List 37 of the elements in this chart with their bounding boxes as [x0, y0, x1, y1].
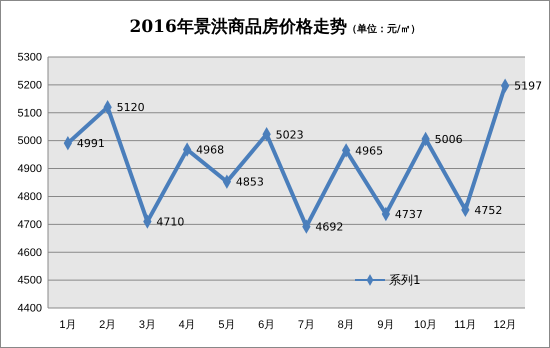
data-label: 5197 [514, 80, 542, 93]
x-tick-label: 12月 [494, 318, 517, 331]
data-label: 4752 [474, 204, 502, 217]
data-label: 4853 [236, 176, 264, 189]
data-label: 4692 [315, 220, 344, 234]
x-tick-label: 1月 [59, 318, 76, 331]
y-tick-label: 4400 [18, 302, 42, 315]
x-tick-label: 11月 [454, 318, 477, 331]
chart-title: 2016年景洪商品房价格走势 [130, 17, 347, 37]
x-tick-label: 10月 [414, 318, 438, 331]
data-label: 4710 [156, 216, 184, 229]
x-tick-label: 6月 [258, 318, 276, 331]
y-tick-label: 4500 [18, 274, 42, 287]
data-label: 5120 [116, 101, 145, 114]
data-label: 5006 [434, 132, 463, 146]
y-tick-label: 5000 [18, 135, 42, 148]
chart-subtitle: （单位：元/㎡） [346, 23, 420, 35]
x-tick-label: 9月 [377, 318, 394, 331]
y-tick-label: 5200 [18, 79, 42, 92]
data-label: 5023 [276, 128, 304, 142]
y-tick-label: 4800 [18, 190, 42, 203]
data-label: 4991 [76, 137, 105, 150]
x-tick-label: 8月 [338, 318, 355, 331]
y-tick-label: 4700 [18, 218, 42, 231]
y-tick-label: 4600 [18, 246, 42, 259]
y-tick-label: 5300 [18, 52, 42, 64]
x-tick-label: 5月 [218, 318, 236, 331]
x-tick-label: 3月 [138, 318, 156, 331]
y-tick-label: 5100 [18, 107, 42, 120]
y-tick-label: 4900 [18, 163, 42, 176]
data-label: 4968 [196, 144, 224, 157]
x-tick-label: 4月 [178, 318, 196, 331]
data-label: 4737 [394, 208, 423, 222]
data-label: 4965 [355, 144, 384, 158]
legend-label: 系列1 [389, 273, 421, 287]
x-tick-label: 2月 [99, 318, 116, 331]
x-tick-label: 7月 [298, 318, 315, 331]
